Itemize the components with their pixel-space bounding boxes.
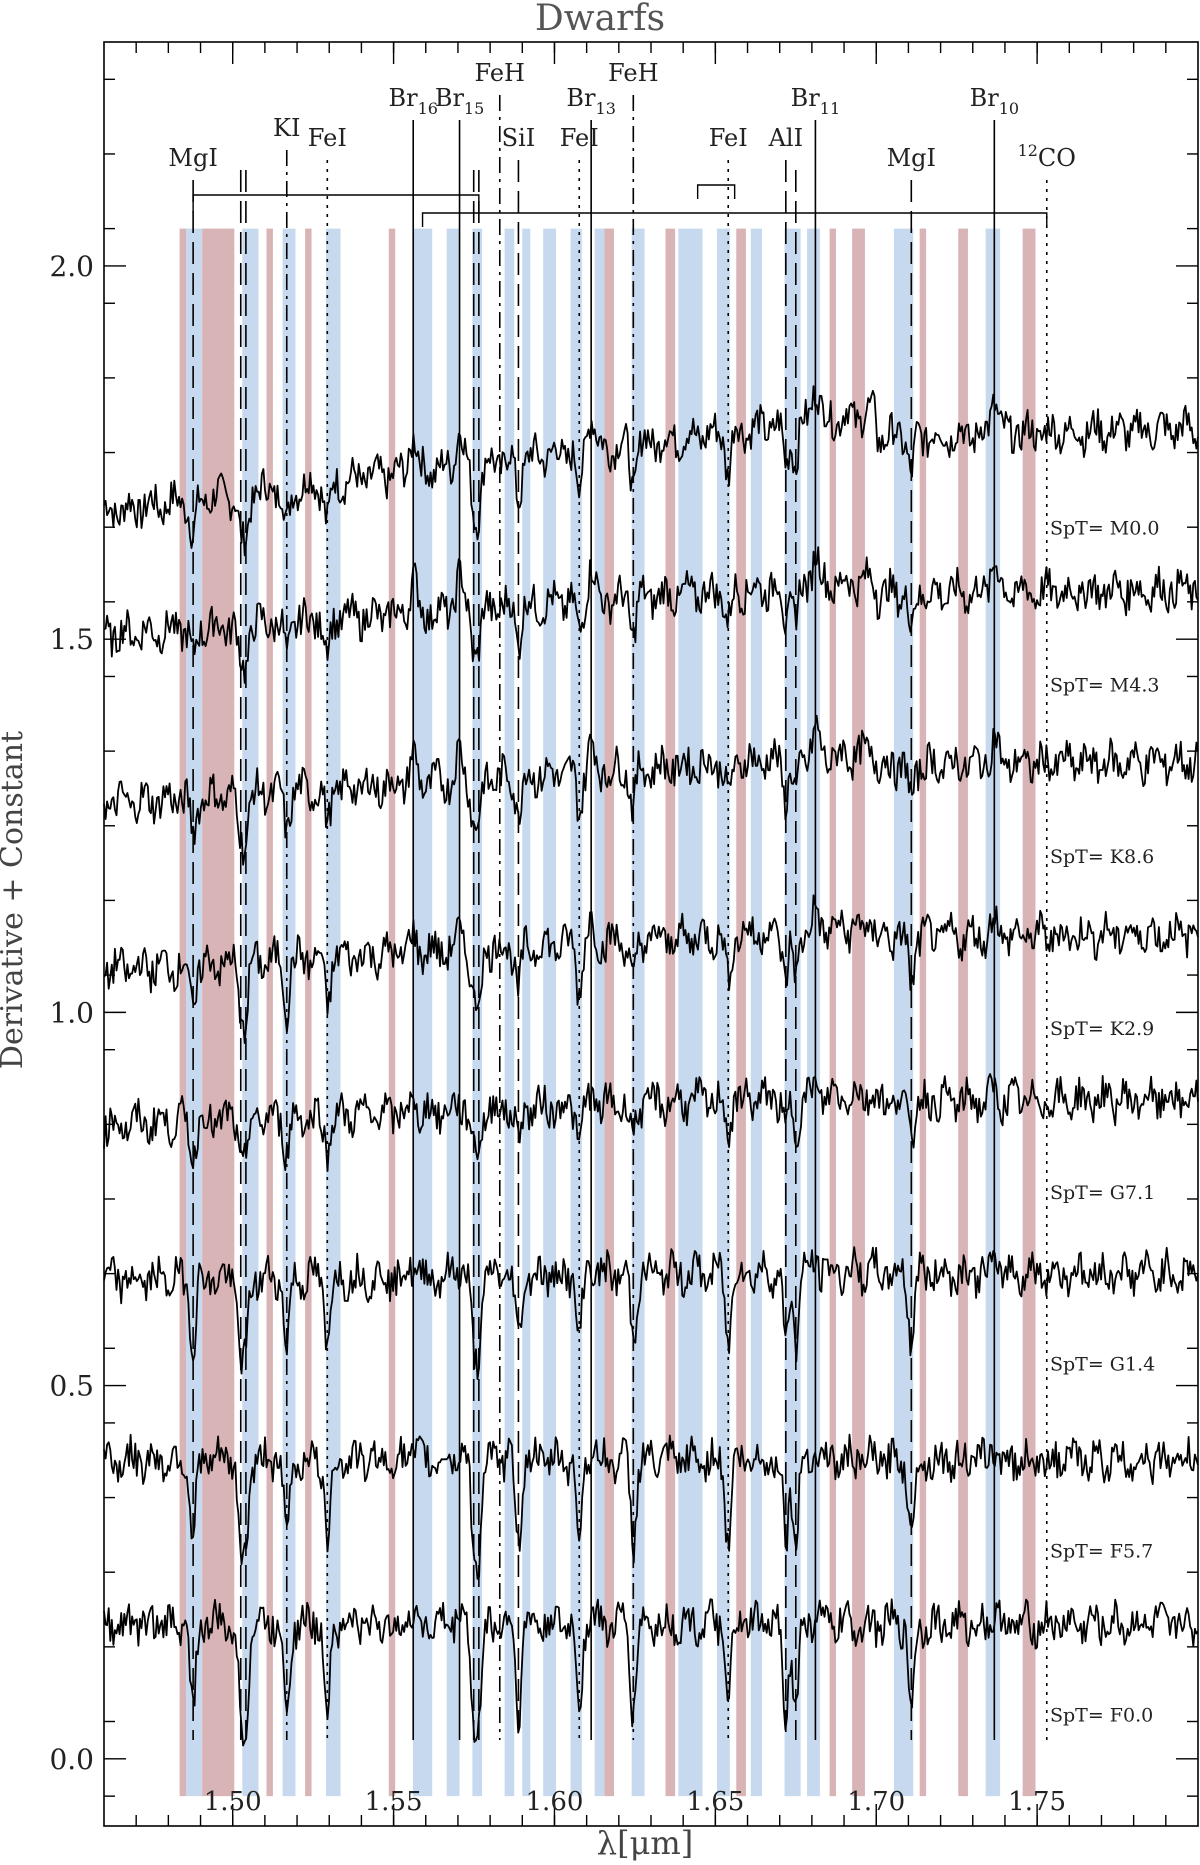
- red-band-4: [388, 228, 396, 1797]
- y-tick-label-2: 1.0: [49, 996, 94, 1029]
- red-band-10: [919, 228, 927, 1797]
- axes-layer: 1.50 1.55 1.60 1.65 1.70 1.75 0.0 0.5 1.0 1.5 2.0: [49, 41, 1199, 1827]
- band-layer: [179, 228, 1036, 1797]
- spectrum-7: [103, 1598, 1199, 1747]
- series-label-4: SpT= G7.1: [1050, 1182, 1155, 1204]
- blue-band-7: [504, 228, 515, 1797]
- y-tick-label-1: 0.5: [49, 1370, 94, 1403]
- red-band-11: [958, 228, 968, 1797]
- series-label-6: SpT= F5.7: [1050, 1540, 1153, 1562]
- y-tick-label-0: 0.0: [49, 1743, 94, 1776]
- series-label-2: SpT= K8.6: [1050, 846, 1154, 868]
- blue-band-6: [472, 228, 483, 1797]
- blue-band-8: [522, 228, 531, 1797]
- series-label-7: SpT= F0.0: [1050, 1704, 1153, 1726]
- series-label-1: SpT= M4.3: [1050, 674, 1159, 696]
- series-label-3: SpT= K2.9: [1050, 1018, 1154, 1040]
- y-axis-label: Derivative + Constant: [0, 731, 30, 1069]
- x-tick-label-0: 1.50: [204, 1787, 262, 1817]
- line-marker-label-12: Br13: [566, 84, 615, 118]
- red-band-7: [736, 228, 746, 1797]
- line-marker-label-9: FeH: [475, 59, 525, 87]
- mgi-bracket: [192, 194, 480, 213]
- red-band-12: [1022, 228, 1036, 1797]
- spectrum-6: [103, 1433, 1199, 1580]
- line-marker-label-17: Br11: [791, 84, 840, 118]
- line-marker-label-15: AlI: [768, 124, 804, 152]
- blue-band-0: [186, 228, 203, 1797]
- line-marker-label-0: MgI: [168, 144, 217, 172]
- spectra-layer: [103, 385, 1199, 1747]
- blue-band-10: [570, 228, 582, 1797]
- series-label-5: SpT= G1.4: [1050, 1354, 1155, 1376]
- spectrum-1: [103, 546, 1199, 684]
- line-marker-label-20: 12CO: [1018, 141, 1076, 172]
- red-band-5: [604, 228, 614, 1797]
- x-axis-label: λ[μm]: [597, 1824, 693, 1861]
- line-marker-label-19: Br10: [970, 84, 1019, 118]
- spectrum-4: [103, 1073, 1199, 1172]
- red-band-2: [266, 228, 273, 1797]
- x-tick-label-2: 1.60: [526, 1787, 584, 1817]
- line-marker-label-14: FeI: [709, 124, 748, 152]
- y-tick-label-3: 1.5: [49, 623, 94, 656]
- blue-band-1: [242, 228, 259, 1797]
- fei-bracket: [696, 184, 736, 199]
- blue-band-14: [716, 228, 730, 1797]
- x-tick-label-4: 1.70: [847, 1787, 905, 1817]
- blue-band-9: [543, 228, 557, 1797]
- line-marker-label-11: FeI: [560, 124, 599, 152]
- line-marker-label-3: KI: [273, 114, 300, 142]
- spectrum-5: [103, 1246, 1199, 1380]
- red-band-6: [665, 228, 676, 1797]
- line-marker-label-4: FeI: [308, 124, 347, 152]
- chart-title: Dwarfs: [535, 0, 665, 39]
- red-band-9: [852, 228, 865, 1797]
- x-tick-label-5: 1.75: [1008, 1787, 1066, 1817]
- red-band-0: [179, 228, 187, 1797]
- blue-band-17: [807, 228, 820, 1797]
- line-marker-label-18: MgI: [887, 144, 936, 172]
- series-label-0: SpT= M0.0: [1050, 518, 1159, 540]
- red-band-8: [829, 228, 837, 1797]
- series-label-layer: SpT= M0.0 SpT= M4.3 SpT= K8.6 SpT= K2.9 SpT=…: [1050, 518, 1159, 1727]
- line-marker-label-6: Br15: [435, 84, 484, 118]
- blue-band-19: [985, 228, 1001, 1797]
- line-marker-label-5: Br16: [388, 84, 437, 118]
- blue-band-13: [678, 228, 703, 1797]
- red-band-3: [305, 228, 312, 1797]
- spectrum-2: [103, 714, 1199, 866]
- blue-band-15: [750, 228, 763, 1797]
- co-bracket: [421, 212, 1048, 227]
- y-tick-label-4: 2.0: [49, 250, 94, 283]
- blue-band-12: [631, 228, 645, 1797]
- x-tick-label-3: 1.65: [686, 1787, 744, 1817]
- red-band-1: [202, 228, 235, 1797]
- spectrum-0: [103, 385, 1199, 557]
- spectrum-3: [103, 894, 1199, 1044]
- blue-band-11: [594, 228, 605, 1797]
- x-tick-label-1: 1.55: [365, 1787, 423, 1817]
- line-marker-label-10: SiI: [502, 124, 536, 152]
- line-marker-label-13: FeH: [608, 59, 658, 87]
